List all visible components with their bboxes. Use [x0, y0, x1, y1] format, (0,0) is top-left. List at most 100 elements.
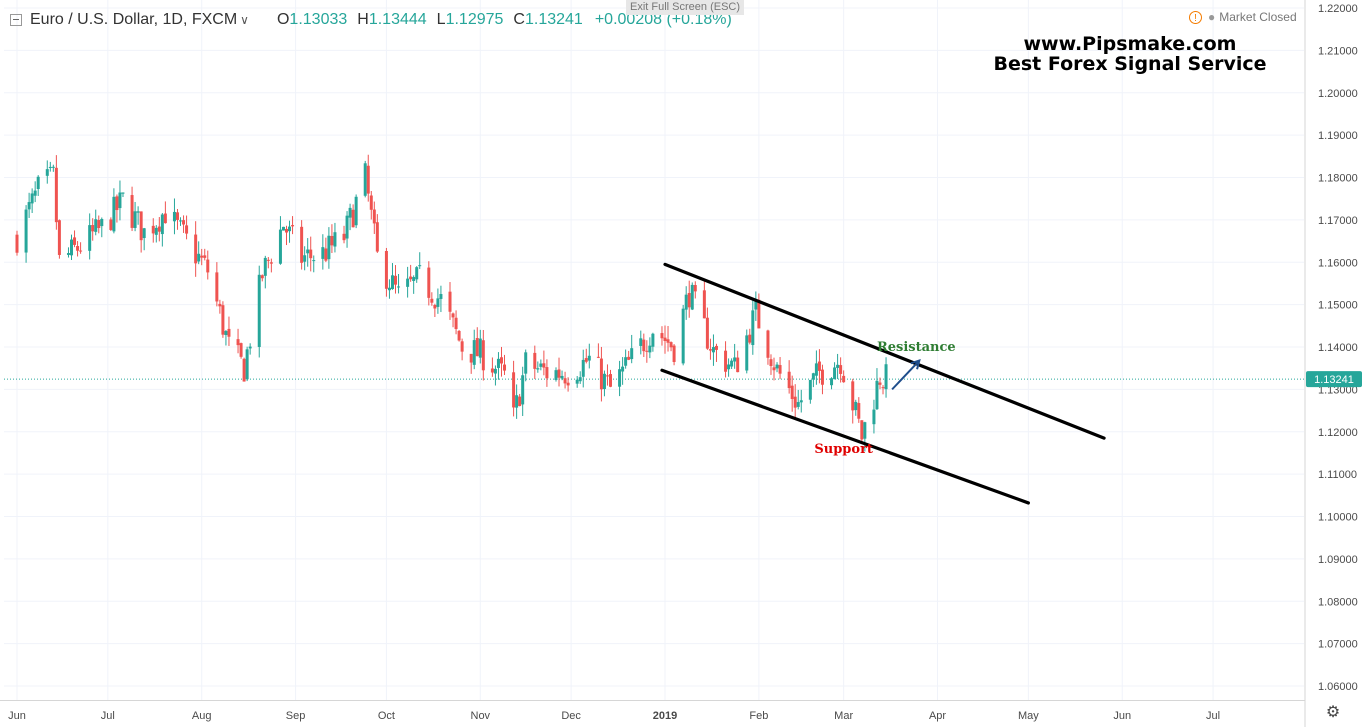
candle-body [427, 267, 431, 298]
candle-body [300, 226, 304, 263]
candle-body [387, 287, 391, 291]
candle-body [748, 334, 752, 343]
candle-body [48, 166, 52, 168]
candle-body [730, 360, 734, 367]
candle-body [76, 246, 80, 251]
candle-body [221, 305, 225, 335]
gear-icon[interactable]: ⚙ [1325, 704, 1341, 721]
candle-body [154, 227, 158, 235]
candle-body [496, 358, 500, 368]
candle-body [575, 379, 579, 384]
price-axis[interactable]: 1.22000 1.21000 1.20000 1.19000 1.18000 1.170… [1304, 0, 1358, 727]
candle-body [194, 234, 198, 264]
candle-body [711, 347, 715, 353]
candle-body [200, 255, 204, 258]
candle-body [394, 275, 398, 285]
candle-body [451, 313, 455, 318]
candle-body [266, 259, 270, 261]
candle-body [714, 345, 718, 350]
candle-body [533, 352, 537, 369]
candle-body [30, 193, 34, 204]
candle-body [672, 345, 676, 362]
symbol-title[interactable]: Euro / U.S. Dollar, 1D, FXCM [30, 11, 238, 28]
candle-body [793, 396, 797, 408]
candle-body [66, 253, 70, 255]
time-axis[interactable]: Jun Jul Aug Sep Oct Nov Dec 2019 Feb Mar Apr May Jun… [0, 700, 1305, 723]
candle-body [384, 251, 388, 289]
candle-body [757, 299, 761, 329]
candle-body [727, 364, 731, 370]
chevron-down-icon[interactable]: ∨ [240, 13, 249, 27]
candle-body [257, 274, 261, 347]
candle-body [306, 249, 310, 254]
y-tick-label: 1.11000 [1318, 469, 1357, 481]
candle-body [724, 350, 728, 372]
candle-body [342, 233, 346, 241]
candle-body [15, 234, 19, 253]
candle-body [475, 338, 479, 357]
candle-body [878, 382, 882, 385]
x-tick-label: Dec [561, 710, 581, 722]
exit-fullscreen-button[interactable]: Exit Full Screen (ESC) [626, 0, 745, 15]
candle-body [366, 165, 370, 194]
candle-body [596, 356, 600, 358]
candle-body [627, 356, 631, 360]
last-price-tag: 1.13241 [1306, 371, 1362, 388]
candle-body [772, 367, 776, 371]
collapse-icon[interactable] [10, 14, 22, 26]
candle-body [560, 375, 564, 379]
candle-body [663, 337, 667, 341]
candle-body [778, 365, 782, 374]
candle-body [460, 341, 464, 352]
candle-body [112, 196, 116, 232]
candle-body [157, 226, 161, 232]
candle-body [109, 219, 113, 230]
candle-body [397, 286, 401, 288]
candle-body [469, 353, 473, 363]
candle-body [172, 211, 176, 222]
support-trendline[interactable] [660, 368, 1030, 505]
y-tick-label: 1.15000 [1318, 300, 1358, 312]
candle-body [269, 262, 273, 264]
candle-body [45, 169, 49, 176]
candle-body [351, 209, 355, 228]
candle-body [88, 225, 92, 251]
y-tick-label: 1.14000 [1318, 342, 1358, 354]
candle-body [587, 355, 591, 361]
y-tick-label: 1.18000 [1318, 173, 1358, 185]
candle-body [291, 225, 295, 227]
candle-body [118, 192, 122, 209]
candle-body [372, 209, 376, 224]
open-label: O [276, 11, 290, 28]
candle-body [278, 229, 282, 264]
candle-body [224, 331, 228, 336]
candle-body [817, 361, 821, 371]
candle-body [708, 349, 712, 351]
x-tick-label: May [1018, 710, 1039, 722]
market-status[interactable]: ! ● Market Closed [1189, 10, 1297, 24]
candle-body [842, 375, 846, 383]
breakout-arrow [891, 359, 921, 391]
candle-body [348, 207, 352, 218]
symbol-legend: Euro / U.S. Dollar, 1D, FXCM ∨ O 1.13033… [10, 9, 732, 31]
candle-body [70, 239, 74, 256]
candle-body [239, 343, 243, 357]
candle-body [203, 255, 207, 258]
x-tick-label: Apr [929, 710, 946, 722]
support-label: Support [814, 442, 873, 457]
resistance-trendline[interactable] [663, 262, 1106, 440]
candle-body [327, 235, 331, 260]
candle-body [33, 190, 37, 196]
candle-body [436, 298, 440, 307]
candle-body [702, 290, 706, 319]
candle-body [288, 226, 292, 232]
candle-body [630, 348, 634, 360]
candle-body [539, 363, 543, 367]
candle-body [536, 368, 540, 370]
close-label: C [513, 11, 525, 28]
candle-body [648, 345, 652, 353]
candle-body [433, 305, 437, 309]
candle-body [524, 352, 528, 374]
y-tick-label: 1.16000 [1318, 257, 1358, 269]
